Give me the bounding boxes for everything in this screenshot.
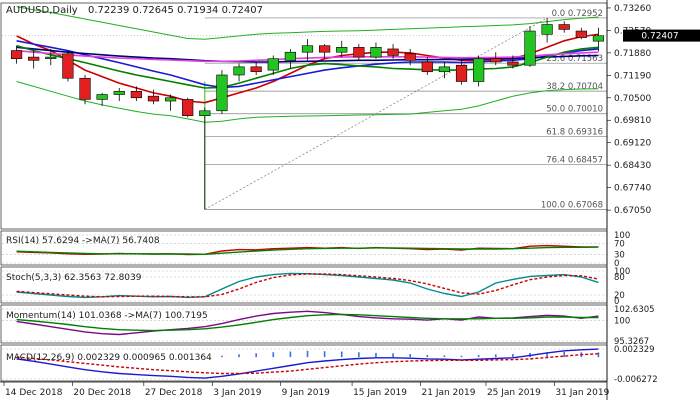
price-tick-label: 0.67050 xyxy=(614,206,651,216)
indicator-tick-label: 95.3267 xyxy=(614,337,649,347)
price-tick-label: 0.70500 xyxy=(614,94,651,104)
time-tick-label: 20 Dec 2018 xyxy=(73,388,131,398)
rsi-label: RSI(14) 57.6294 ->MA(7) 56.7408 xyxy=(6,236,160,246)
price-tick-label: 0.68430 xyxy=(614,161,651,171)
candle-bullish xyxy=(336,47,348,53)
indicator-tick-label: 30 xyxy=(614,251,625,261)
fib-level-label: 61.8 0.69316 xyxy=(546,127,603,137)
price-tick-label: 0.69810 xyxy=(614,116,651,126)
candle-bearish xyxy=(62,53,74,79)
time-tick-label: 14 Dec 2018 xyxy=(5,388,63,398)
candle-bearish xyxy=(182,99,194,116)
indicator-line xyxy=(16,348,599,379)
indicator-tick-label: 0 xyxy=(614,259,619,269)
candle-bullish xyxy=(301,45,314,53)
candle-bearish xyxy=(130,90,142,99)
candle-bearish xyxy=(490,58,502,63)
price-tick-label: 0.69120 xyxy=(614,139,651,149)
candle-bullish xyxy=(113,90,125,95)
candle-bullish xyxy=(592,35,605,42)
moving-average-line xyxy=(16,44,599,89)
indicator-tick-label: 0.002329 xyxy=(614,345,655,355)
price-tick-label: 0.67740 xyxy=(614,184,651,194)
indicator-line xyxy=(16,273,599,298)
candle-bullish xyxy=(96,94,108,100)
fib-level-label: 50.0 0.70010 xyxy=(546,105,603,115)
candle-bullish xyxy=(473,58,485,82)
candle-bearish xyxy=(421,61,433,73)
stoch-label: Stoch(5,3,3) 62.3563 72.8039 xyxy=(6,273,142,283)
candle-bullish xyxy=(233,66,245,76)
fib-level-label: 38.2 0.70704 xyxy=(546,82,603,92)
current-price-box xyxy=(623,29,700,42)
candle-bearish xyxy=(455,64,468,82)
candle-bullish xyxy=(164,97,177,102)
candle-bullish xyxy=(438,66,451,73)
current-price-label: 0.72407 xyxy=(641,32,678,42)
indicator-line xyxy=(16,353,599,375)
price-tick-label: 0.71880 xyxy=(614,49,651,59)
indicator-tick-label: -0.006272 xyxy=(614,375,658,385)
indicator-tick-label: 102.6305 xyxy=(614,305,655,315)
indicator-tick-label: 70 xyxy=(614,239,625,249)
chart-symbol-label: AUDUSD,Daily xyxy=(6,5,78,16)
fib-level-label: 76.4 0.68457 xyxy=(546,155,603,165)
fib-level-label: 0.0 0.72952 xyxy=(552,9,603,19)
candle-bearish xyxy=(353,47,365,58)
candle-bullish xyxy=(267,58,279,71)
time-tick-label: 27 Dec 2018 xyxy=(145,388,203,398)
candle-bullish xyxy=(284,51,296,61)
momentum-label: Momentum(14) 101.0368 ->MA(7) 100.7195 xyxy=(6,311,208,321)
fib-level-label: 100.0 0.67068 xyxy=(541,201,603,211)
candle-bearish xyxy=(28,56,40,61)
time-tick-label: 3 Jan 2019 xyxy=(213,388,261,398)
bollinger-lower-line xyxy=(16,81,599,123)
time-tick-label: 25 Jan 2019 xyxy=(487,388,541,398)
moving-average-line xyxy=(16,40,599,89)
candle-bullish xyxy=(541,24,553,35)
indicator-line xyxy=(16,246,599,256)
indicator-tick-label: 100 xyxy=(614,317,630,327)
candle-bearish xyxy=(575,30,587,38)
candle-bullish xyxy=(45,56,57,60)
fib-level-label: 23.6 0.71563 xyxy=(546,54,603,64)
time-tick-label: 21 Jan 2019 xyxy=(422,388,476,398)
indicator-tick-label: 100 xyxy=(614,231,630,241)
candle-bearish xyxy=(147,95,160,102)
candle-bearish xyxy=(558,24,570,30)
candle-bearish xyxy=(319,45,331,53)
time-tick-label: 31 Jan 2019 xyxy=(555,388,609,398)
fib-trendline xyxy=(204,17,548,210)
time-tick-label: 9 Jan 2019 xyxy=(282,388,330,398)
indicator-tick-label: 80 xyxy=(614,273,625,283)
macd-label: MACD(12,26,9) 0.002329 0.000965 0.001364 xyxy=(6,353,212,363)
bollinger-upper-line xyxy=(16,6,599,40)
indicator-tick-label: 20 xyxy=(614,291,625,301)
candle-bearish xyxy=(10,50,23,60)
indicator-tick-label: 100 xyxy=(614,267,630,277)
indicator-tick-label: 0 xyxy=(614,297,619,307)
candle-bearish xyxy=(79,77,91,100)
candle-bullish xyxy=(370,47,382,58)
candle-bearish xyxy=(404,53,416,61)
indicator-line xyxy=(16,313,599,332)
candle-bearish xyxy=(387,48,399,56)
candle-bearish xyxy=(250,66,262,73)
candle-bearish xyxy=(507,61,519,66)
moving-average-line xyxy=(16,46,599,63)
time-tick-label: 15 Jan 2019 xyxy=(353,388,407,398)
chart-ohlc-label: 0.72239 0.72645 0.71934 0.72407 xyxy=(88,5,263,16)
price-tick-label: 0.73260 xyxy=(614,4,651,14)
candle-bullish xyxy=(199,110,211,116)
candle-bullish xyxy=(216,74,228,112)
candle-bullish xyxy=(524,30,536,66)
price-tick-label: 0.71190 xyxy=(614,71,651,81)
